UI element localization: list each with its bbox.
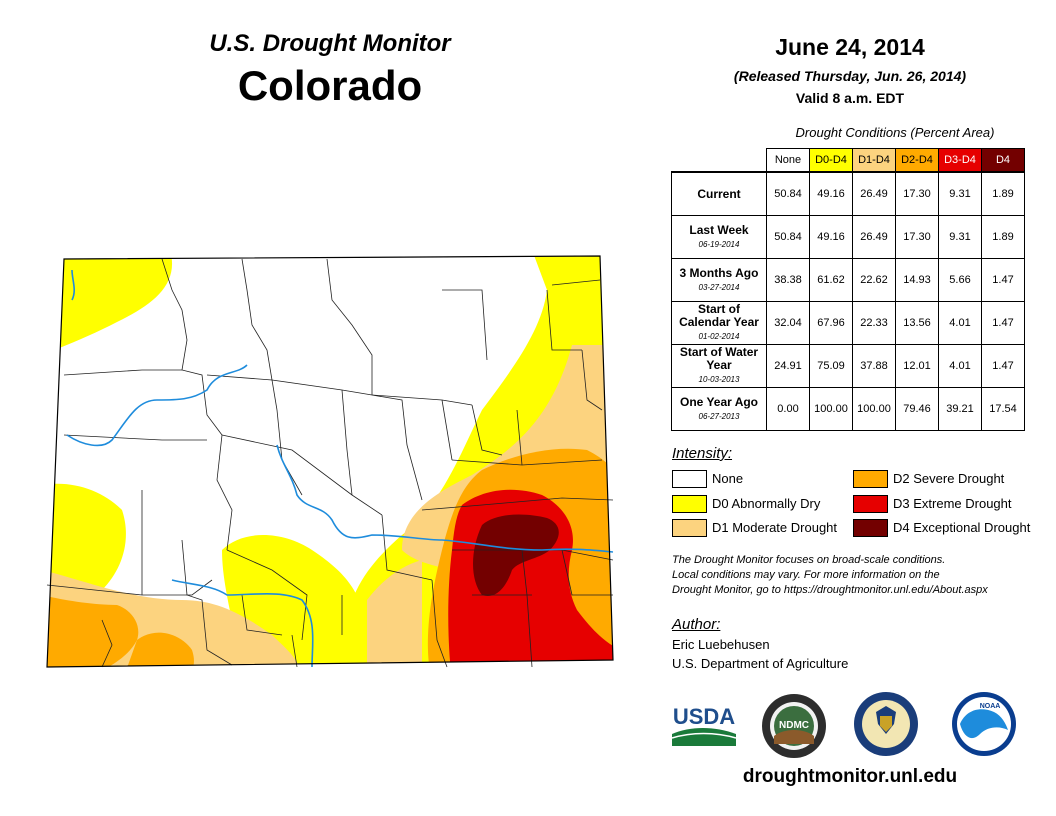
table-cell: 17.30	[895, 171, 939, 216]
table-cell: 38.38	[766, 258, 810, 302]
legend-label-d4: D4 Exceptional Drought	[893, 520, 1031, 535]
table-cell: 26.49	[852, 171, 896, 216]
valid-date: June 24, 2014	[775, 34, 925, 60]
table-cell: 14.93	[895, 258, 939, 302]
table-cell: 67.96	[809, 301, 853, 345]
conditions-title: Drought Conditions (Percent Area)	[795, 125, 995, 140]
table-row-start-calendar-year: Start of Calendar Year 01-02-2014 32.04 6…	[671, 301, 1025, 345]
ndmc-logo-icon: NDMC	[762, 694, 826, 758]
author-org: U.S. Department of Agriculture	[672, 656, 849, 671]
usda-logo-icon: USDA	[671, 704, 737, 746]
table-cell: 32.04	[766, 301, 810, 345]
table-cell: 22.62	[852, 258, 896, 302]
row-label: Start of Water Year	[679, 345, 759, 372]
table-row-3-months-ago: 3 Months Ago 03-27-2014 38.38 61.62 22.62…	[671, 258, 1025, 302]
table-cell: 26.49	[852, 215, 896, 259]
col-d0-d4: D0-D4	[809, 148, 853, 173]
table-row-start-water-year: Start of Water Year 10-03-2013 24.91 75.0…	[671, 344, 1025, 388]
table-cell: 1.89	[981, 171, 1025, 216]
row-label: Start of Calendar Year	[679, 302, 759, 329]
row-label: 3 Months Ago	[679, 265, 759, 280]
noaa-logo-text: NOAA	[980, 703, 1001, 710]
legend-label-none: None	[712, 471, 744, 486]
drought-conditions-table: None D0-D4 D1-D4 D2-D4 D3-D4 D4 Current …	[671, 148, 1025, 431]
row-date: 10-03-2013	[698, 375, 740, 384]
table-cell: 49.16	[809, 171, 853, 216]
disclaimer-note: The Drought Monitor focuses on broad-sca…	[672, 553, 1042, 598]
table-cell: 49.16	[809, 215, 853, 259]
note-line: Drought Monitor, go to https://droughtmo…	[672, 584, 988, 596]
col-d4: D4	[981, 148, 1025, 173]
row-date: 06-27-2013	[698, 411, 740, 421]
legend-label-d1: D1 Moderate Drought	[712, 520, 838, 535]
noaa-logo-icon: NOAA	[952, 692, 1016, 756]
rivers	[66, 269, 614, 668]
col-d2-d4: D2-D4	[895, 148, 939, 173]
table-cell: 1.47	[981, 301, 1025, 345]
table-cell: 100.00	[809, 387, 853, 431]
website-url: droughtmonitor.unl.edu	[742, 766, 958, 787]
note-line: The Drought Monitor focuses on broad-sca…	[672, 554, 946, 566]
table-cell: 13.56	[895, 301, 939, 345]
table-cell: 24.91	[766, 344, 810, 388]
legend-swatch-d0	[672, 495, 707, 513]
table-cell: 100.00	[852, 387, 896, 431]
row-date: 01-02-2014	[698, 332, 740, 341]
table-cell: 9.31	[938, 171, 982, 216]
table-cell: 5.66	[938, 258, 982, 302]
table-cell: 22.33	[852, 301, 896, 345]
row-date: 06-19-2014	[698, 239, 740, 249]
legend-swatch-none	[672, 470, 707, 488]
table-cell: 9.31	[938, 215, 982, 259]
legend-swatch-d1	[672, 519, 707, 537]
table-cell: 79.46	[895, 387, 939, 431]
legend-title: Intensity:	[672, 445, 733, 462]
usda-logo-text: USDA	[673, 704, 735, 729]
table-row-current: Current 50.84 49.16 26.49 17.30 9.31 1.8…	[671, 171, 1025, 216]
state-boundary	[46, 255, 614, 668]
table-cell: 4.01	[938, 344, 982, 388]
table-header-row: None D0-D4 D1-D4 D2-D4 D3-D4 D4	[672, 148, 1025, 173]
colorado-drought-map	[46, 255, 614, 668]
author-name: Eric Luebehusen	[672, 637, 770, 652]
table-cell: 50.84	[766, 215, 810, 259]
table-cell: 39.21	[938, 387, 982, 431]
commerce-seal-icon	[854, 692, 918, 756]
table-cell: 37.88	[852, 344, 896, 388]
legend-label-d2: D2 Severe Drought	[893, 471, 1005, 486]
table-cell: 75.09	[809, 344, 853, 388]
legend-swatch-d2	[853, 470, 888, 488]
col-none: None	[766, 148, 810, 173]
table-cell: 17.30	[895, 215, 939, 259]
table-cell: 50.84	[766, 171, 810, 216]
note-line: Local conditions may vary. For more info…	[672, 569, 940, 581]
row-date: 03-27-2014	[698, 282, 740, 292]
map-subtitle: U.S. Drought Monitor	[209, 30, 451, 57]
table-cell: 12.01	[895, 344, 939, 388]
table-row-one-year-ago: One Year Ago 06-27-2013 0.00 100.00 100.0…	[671, 387, 1025, 431]
legend-swatch-d3	[853, 495, 888, 513]
row-label: Current	[697, 186, 741, 201]
author-title: Author:	[672, 616, 721, 633]
table-cell: 0.00	[766, 387, 810, 431]
table-row-last-week: Last Week 06-19-2014 50.84 49.16 26.49 17…	[671, 215, 1025, 259]
ndmc-logo-text: NDMC	[779, 720, 809, 731]
drought-d4-area	[473, 514, 559, 596]
table-cell: 1.89	[981, 215, 1025, 259]
map-title: Colorado	[237, 62, 423, 109]
col-d3-d4: D3-D4	[938, 148, 982, 173]
valid-time: Valid 8 a.m. EDT	[795, 90, 905, 106]
table-cell: 1.47	[981, 344, 1025, 388]
release-date: (Released Thursday, Jun. 26, 2014)	[733, 68, 967, 84]
table-cell: 17.54	[981, 387, 1025, 431]
row-label: Last Week	[689, 222, 749, 237]
legend-label-d3: D3 Extreme Drought	[893, 496, 1012, 511]
table-cell: 4.01	[938, 301, 982, 345]
row-label: One Year Ago	[679, 394, 759, 409]
col-d1-d4: D1-D4	[852, 148, 896, 173]
table-cell: 61.62	[809, 258, 853, 302]
legend-label-d0: D0 Abnormally Dry	[712, 496, 821, 511]
table-cell: 1.47	[981, 258, 1025, 302]
legend-swatch-d4	[853, 519, 888, 537]
